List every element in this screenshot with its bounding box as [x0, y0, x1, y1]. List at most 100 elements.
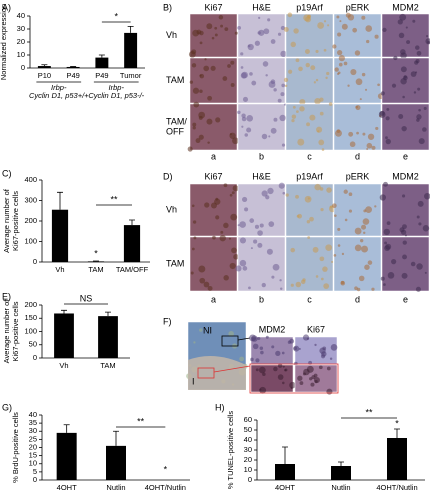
micrograph-texture: [416, 215, 420, 219]
x-tick-label: Nutlin: [331, 483, 350, 492]
inset-box: [221, 335, 239, 347]
micrograph-texture: [199, 328, 203, 332]
micrograph-texture: [315, 275, 319, 278]
micrograph-texture: [273, 117, 278, 122]
micrograph-texture: [265, 195, 270, 200]
y-tick-label: 0: [33, 475, 37, 484]
micrograph-texture: [383, 228, 390, 236]
micrograph-texture: [251, 335, 258, 342]
micrograph-texture: [187, 146, 193, 152]
micrograph-texture: [295, 58, 300, 63]
micrograph-texture: [268, 221, 275, 227]
micrograph-texture: [319, 256, 325, 262]
micrograph-texture: [261, 282, 266, 288]
micrograph-texture: [267, 18, 271, 22]
micrograph-texture: [207, 95, 213, 101]
micrograph-texture: [257, 31, 261, 35]
inset-connector: [237, 337, 251, 341]
x-tick-label: 4OHT/Nutlin: [145, 483, 186, 492]
micrograph-texture: [214, 33, 218, 37]
micrograph-texture: [330, 344, 338, 351]
micrograph-texture: [300, 279, 306, 285]
micrograph-texture: [348, 192, 353, 197]
micrograph-texture: [361, 224, 367, 230]
micrograph-texture: [284, 84, 288, 88]
micrograph-texture: [234, 31, 238, 35]
bar: [98, 316, 118, 358]
micrograph-texture: [333, 253, 337, 257]
micrograph-texture: [326, 187, 332, 193]
micrograph-texture: [417, 87, 421, 91]
micrograph-texture: [329, 357, 333, 361]
micrograph-texture: [406, 40, 411, 45]
micrograph-texture: [207, 141, 210, 144]
panel-label: A): [2, 2, 11, 12]
micrograph-texture: [386, 221, 391, 225]
micrograph-texture: [410, 71, 417, 77]
annotation: *: [164, 464, 168, 474]
micrograph-texture: [253, 239, 258, 244]
column-label: Ki67: [204, 171, 222, 181]
micrograph-texture: [416, 263, 423, 270]
micrograph-texture: [257, 337, 261, 341]
micrograph-texture: [412, 19, 416, 23]
micrograph-texture: [299, 106, 305, 112]
micrograph-texture: [220, 24, 224, 28]
y-tick-label: 100: [24, 236, 37, 245]
error-bar: [105, 311, 111, 317]
micrograph-texture: [281, 143, 286, 147]
micrograph-texture: [259, 388, 262, 391]
micrograph-texture: [375, 126, 379, 131]
micrograph-texture: [414, 71, 418, 74]
group-label: Irbp-: [51, 83, 67, 92]
group-label: Irbp-: [109, 83, 125, 92]
micrograph-texture: [307, 236, 311, 239]
micrograph-texture: [230, 60, 235, 65]
micrograph-texture: [314, 98, 321, 105]
micrograph-texture: [361, 245, 369, 253]
bar: [37, 66, 51, 68]
bar: [66, 66, 80, 68]
micrograph-texture: [277, 32, 282, 36]
micrograph-texture: [359, 98, 362, 101]
micrograph-texture: [246, 127, 252, 133]
micrograph-texture: [295, 281, 302, 288]
micrograph-texture: [386, 107, 390, 111]
micrograph-texture: [413, 91, 417, 94]
micrograph-texture: [319, 347, 326, 354]
y-tick-label: 60: [244, 415, 252, 424]
micrograph-texture: [230, 82, 235, 87]
micrograph: [381, 57, 430, 104]
micrograph-texture: [340, 280, 346, 286]
micrograph-texture: [314, 343, 317, 347]
x-tick-label: Nutlin: [106, 483, 125, 492]
micrograph-texture: [291, 118, 295, 123]
micrograph-texture: [367, 133, 375, 140]
micrograph-texture: [393, 55, 398, 61]
micrograph-texture: [383, 181, 388, 187]
micrograph-texture: [289, 381, 296, 389]
micrograph-texture: [283, 27, 289, 32]
micrograph-texture: [362, 132, 366, 136]
micrograph-texture: [191, 63, 197, 68]
micrograph-texture: [418, 222, 422, 226]
micrograph-texture: [365, 206, 372, 213]
bar: [124, 32, 138, 68]
y-tick-label: 0: [33, 353, 37, 362]
bar: [331, 466, 351, 480]
micrograph-texture: [254, 40, 260, 46]
micrograph-texture: [361, 72, 366, 77]
micrograph: [333, 13, 382, 58]
micrograph-texture: [282, 365, 285, 368]
micrograph-texture: [262, 61, 269, 67]
micrograph-texture: [306, 122, 310, 127]
micrograph-texture: [306, 365, 314, 373]
micrograph-texture: [402, 224, 407, 230]
micrograph-texture: [374, 205, 377, 208]
micrograph-texture: [260, 350, 264, 355]
micrograph-texture: [233, 254, 239, 260]
y-tick-label: 50: [244, 425, 252, 434]
micrograph: [189, 236, 238, 292]
micrograph-texture: [254, 224, 260, 229]
